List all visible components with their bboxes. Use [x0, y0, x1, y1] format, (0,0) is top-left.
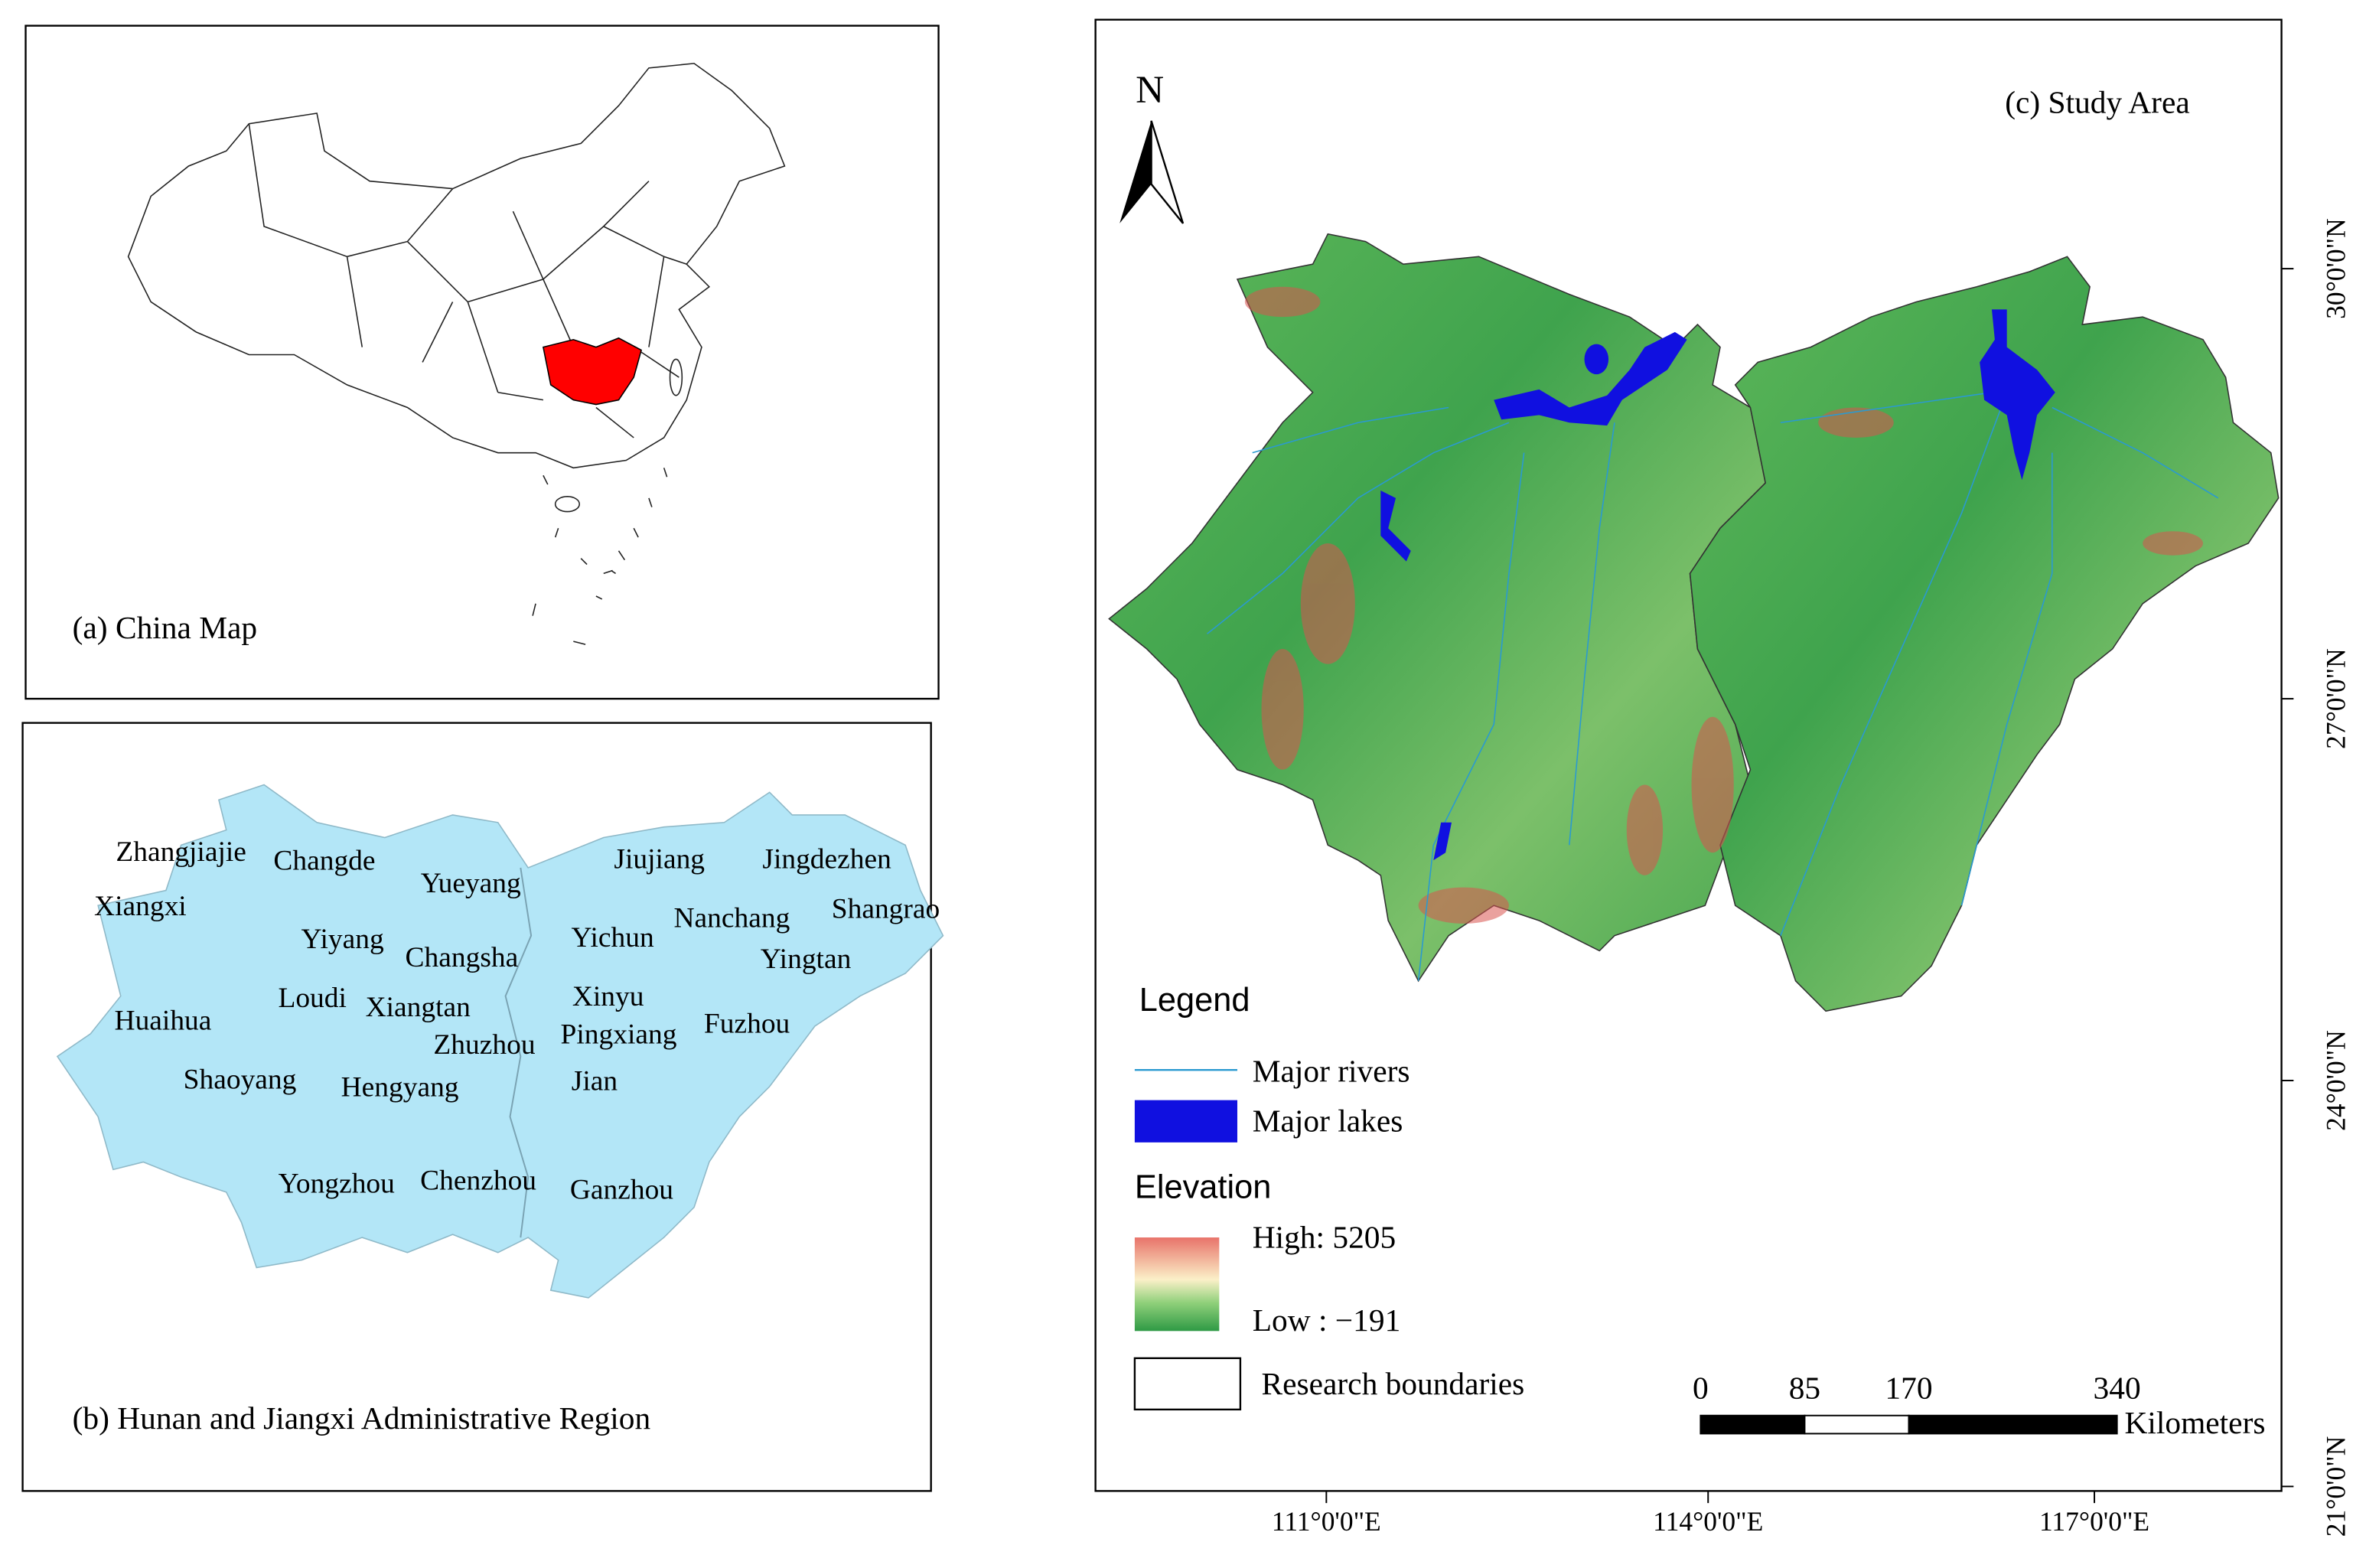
legend-label: Major lakes [1253, 1103, 1403, 1139]
panel-a [24, 24, 940, 700]
lon-label: 111°0'0"E [1272, 1506, 1381, 1537]
lakes [1380, 309, 2055, 861]
scale-label: 340 [2094, 1371, 2141, 1406]
scale-label: 170 [1885, 1371, 1932, 1406]
city-label: Changde [273, 846, 375, 877]
city-label: Pingxiang [561, 1019, 677, 1050]
legend-title: Elevation [1135, 1169, 1271, 1205]
china-outline [127, 63, 786, 645]
city-label: Jian [572, 1066, 618, 1097]
city-label: Shaoyang [184, 1064, 297, 1096]
city-label: Chenzhou [420, 1165, 536, 1197]
city-label: Xiangtan [366, 992, 471, 1023]
city-label: Yichun [572, 922, 654, 954]
province-border [504, 867, 533, 1238]
lat-label: 21°0'0"N [2321, 1436, 2351, 1537]
north-label: N [1136, 68, 1164, 112]
rivers [1207, 392, 2219, 981]
lat-label: 30°0'0"N [2321, 218, 2351, 319]
scale-segment [1908, 1414, 2118, 1435]
lon-label: 114°0'0"E [1653, 1506, 1763, 1537]
scale-segment [1700, 1414, 1806, 1435]
study-region [542, 337, 643, 406]
scale-label: 0 [1693, 1371, 1709, 1406]
city-label: Xinyu [572, 981, 644, 1012]
legend-label: Research boundaries [1262, 1366, 1525, 1401]
city-label: Yueyang [421, 868, 521, 899]
legend-title: Legend [1139, 982, 1250, 1019]
admin-region [56, 784, 944, 1299]
city-label: Jiujiang [614, 844, 705, 875]
city-label: Fuzhou [704, 1009, 790, 1040]
city-label: Yingtan [761, 944, 852, 975]
scale-unit: Kilometers [2124, 1405, 2265, 1440]
elevation-ramp [1134, 1237, 1220, 1332]
scale-label: 85 [1789, 1371, 1820, 1406]
panel-title: (c) Study Area [2005, 85, 2189, 121]
highlands [1244, 286, 2204, 924]
legend-boundary [1133, 1357, 1242, 1411]
legend-label: Low : −191 [1253, 1302, 1401, 1338]
city-label: Zhuzhou [433, 1029, 535, 1061]
lat-label: 27°0'0"N [2321, 648, 2351, 749]
jiangxi-terrain [1689, 256, 2280, 1012]
city-label: Loudi [278, 983, 346, 1014]
city-label: Jingdezhen [762, 844, 891, 875]
legend-label: Major rivers [1253, 1054, 1410, 1089]
lat-label: 24°0'0"N [2321, 1030, 2351, 1131]
legend-label: High: 5205 [1253, 1220, 1396, 1255]
city-label: Huaihua [115, 1006, 212, 1037]
city-label: Yongzhou [279, 1169, 396, 1200]
city-label: Shangrao [832, 894, 940, 925]
lon-label: 117°0'0"E [2039, 1506, 2149, 1537]
panel-title: (b) Hunan and Jiangxi Administrative Reg… [73, 1400, 651, 1436]
city-label: Xiangxi [94, 891, 187, 922]
city-label: Zhangjiajie [116, 836, 246, 868]
city-label: Hengyang [341, 1071, 459, 1103]
city-label: Yiyang [301, 924, 384, 955]
city-label: Ganzhou [570, 1175, 673, 1206]
city-label: Changsha [406, 942, 519, 973]
scale-segment [1804, 1414, 1910, 1435]
legend-lake [1134, 1100, 1237, 1143]
north-arrow [1150, 120, 1185, 224]
panel-title: (a) China Map [73, 610, 257, 646]
city-label: Nanchang [673, 903, 790, 934]
